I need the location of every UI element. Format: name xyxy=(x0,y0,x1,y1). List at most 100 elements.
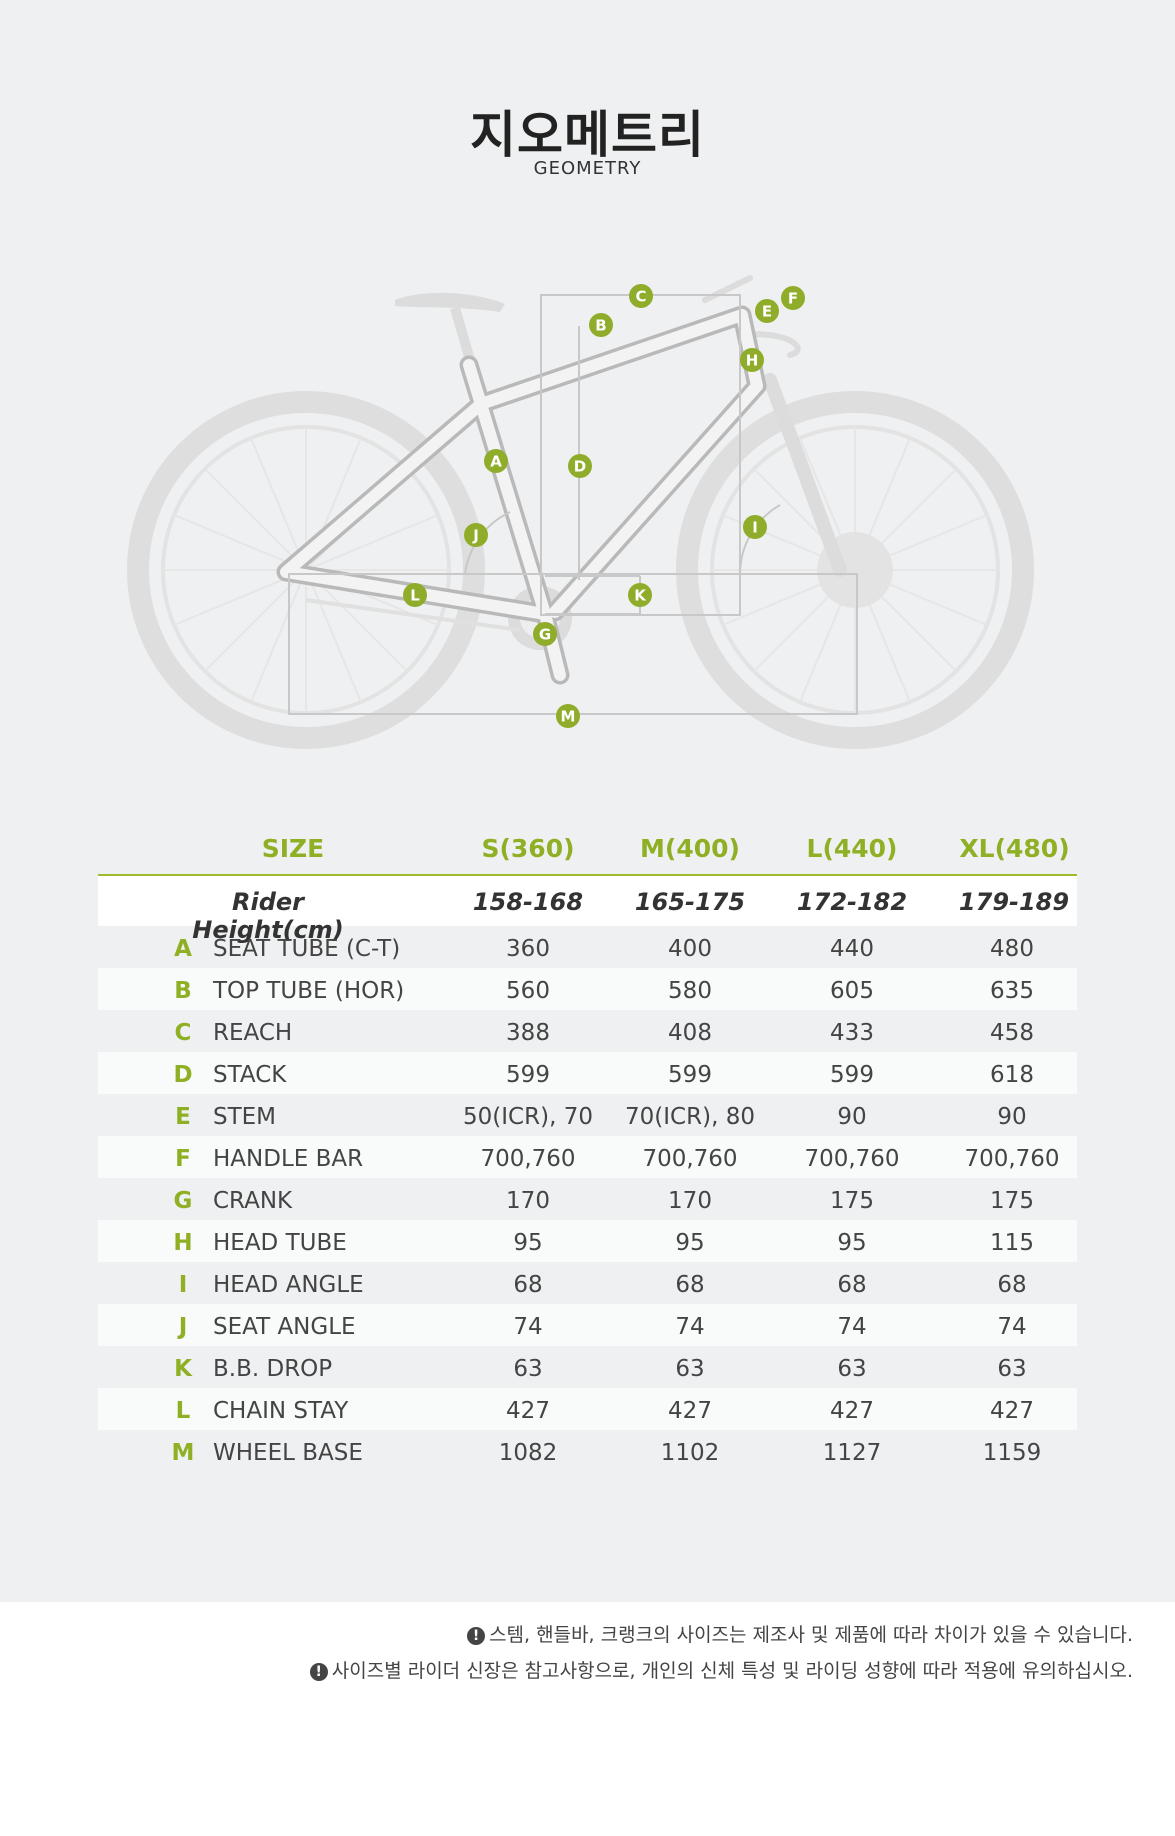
row-value: 427 xyxy=(990,1398,1034,1424)
table-row: F HANDLE BAR 700,760 700,760 700,760 700,760 xyxy=(98,1136,1077,1178)
row-label: SEAT TUBE (C-T) xyxy=(213,936,401,962)
table-body: A SEAT TUBE (C-T) 360 400 440 480 B TOP TUBE (H… xyxy=(98,926,1077,1472)
rider-height-xl: 179-189 xyxy=(958,888,1070,916)
row-value: 95 xyxy=(675,1230,705,1256)
marker-j: J xyxy=(464,523,488,547)
marker-dot xyxy=(743,515,767,539)
row-value: 1127 xyxy=(822,1440,882,1466)
table-row: K B.B. DROP 63 63 63 63 xyxy=(98,1346,1077,1388)
row-value: 175 xyxy=(990,1188,1034,1214)
size-header: SIZE xyxy=(261,834,325,863)
table-row: M WHEEL BASE 1082 1102 1127 1159 xyxy=(98,1430,1077,1472)
marker-dot xyxy=(628,583,652,607)
row-value: 50(ICR), 70 xyxy=(463,1104,593,1130)
table-row: I HEAD ANGLE 68 68 68 68 xyxy=(98,1262,1077,1304)
exclamation-circle-icon: ! xyxy=(309,1663,328,1681)
table-row: D STACK 599 599 599 618 xyxy=(98,1052,1077,1094)
marker-dot xyxy=(533,622,557,646)
row-label: STACK xyxy=(213,1062,287,1088)
row-letter: A xyxy=(174,936,192,962)
marker-i: I xyxy=(743,515,767,539)
row-value: 63 xyxy=(675,1356,705,1382)
row-value: 68 xyxy=(513,1272,543,1298)
row-letter: F xyxy=(175,1146,191,1172)
row-letter: M xyxy=(171,1440,195,1466)
row-value: 599 xyxy=(506,1062,550,1088)
row-value: 175 xyxy=(830,1188,874,1214)
marker-label: H xyxy=(746,352,759,370)
marker-dot xyxy=(781,286,805,310)
row-value: 560 xyxy=(506,978,550,1004)
row-letter: J xyxy=(178,1314,188,1340)
table-row: C REACH 388 408 433 458 xyxy=(98,1010,1077,1052)
row-label: WHEEL BASE xyxy=(213,1440,363,1466)
row-value: 605 xyxy=(830,978,874,1004)
row-value: 68 xyxy=(997,1272,1027,1298)
marker-dot xyxy=(484,449,508,473)
row-value: 170 xyxy=(668,1188,712,1214)
row-value: 74 xyxy=(997,1314,1027,1340)
row-value: 70(ICR), 80 xyxy=(625,1104,755,1130)
footnote-text: 스템, 핸들바, 크랭크의 사이즈는 제조사 및 제품에 따라 차이가 있을 수… xyxy=(489,1624,1133,1646)
table-row: H HEAD TUBE 95 95 95 115 xyxy=(98,1220,1077,1262)
row-letter: C xyxy=(174,1020,192,1046)
marker-label: F xyxy=(788,290,798,308)
row-value: 95 xyxy=(837,1230,867,1256)
row-value: 1159 xyxy=(982,1440,1042,1466)
marker-b: B xyxy=(589,313,613,337)
marker-e: E xyxy=(755,299,779,323)
row-value: 427 xyxy=(506,1398,550,1424)
marker-dot xyxy=(568,454,592,478)
table-row: A SEAT TUBE (C-T) 360 400 440 480 xyxy=(98,926,1077,968)
size-header-xl: XL(480) xyxy=(959,834,1070,863)
row-label: CRANK xyxy=(213,1188,293,1214)
row-label: HEAD TUBE xyxy=(213,1230,347,1256)
row-value: 90 xyxy=(837,1104,867,1130)
row-value: 480 xyxy=(990,936,1034,962)
rider-height-row: Rider Height(cm) 158-168 165-175 172-182… xyxy=(98,876,1077,944)
marker-label: B xyxy=(595,317,606,335)
marker-h: H xyxy=(740,348,764,372)
row-label: HANDLE BAR xyxy=(213,1146,364,1172)
row-value: 74 xyxy=(837,1314,867,1340)
table-row: J SEAT ANGLE 74 74 74 74 xyxy=(98,1304,1077,1346)
rider-height-m: 165-175 xyxy=(634,888,746,916)
marker-label: L xyxy=(410,587,420,605)
marker-label: D xyxy=(574,458,586,476)
row-value: 68 xyxy=(675,1272,705,1298)
row-label: SEAT ANGLE xyxy=(213,1314,356,1340)
marker-dot xyxy=(589,313,613,337)
row-value: 68 xyxy=(837,1272,867,1298)
marker-label: C xyxy=(635,288,646,306)
rider-height-label: Rider Height(cm) xyxy=(192,888,344,944)
footnote: ! 사이즈별 라이더 신장은 참고사항으로, 개인의 신체 특성 및 라이딩 성향… xyxy=(309,1653,1133,1689)
marker-dot xyxy=(464,523,488,547)
table-row: B TOP TUBE (HOR) 560 580 605 635 xyxy=(98,968,1077,1010)
marker-label: E xyxy=(762,303,772,321)
row-value: 90 xyxy=(997,1104,1027,1130)
row-letter: K xyxy=(174,1356,192,1382)
row-value: 458 xyxy=(990,1020,1034,1046)
marker-label: A xyxy=(490,453,502,471)
geometry-table: SIZE S(360) M(400) L(440) XL(480) Rider … xyxy=(98,820,1077,1472)
row-letter: L xyxy=(175,1398,191,1424)
row-value: 1102 xyxy=(660,1440,720,1466)
bike-geometry-diagram: A B C D EF G H I J K L M xyxy=(127,275,1034,749)
row-value: 700,760 xyxy=(964,1146,1060,1172)
rider-height-l: 172-182 xyxy=(796,888,908,916)
marker-dot xyxy=(556,704,580,728)
row-value: 427 xyxy=(830,1398,874,1424)
front-wheel xyxy=(676,391,1034,749)
row-label: TOP TUBE (HOR) xyxy=(213,978,405,1004)
marker-label: J xyxy=(472,527,479,545)
row-value: 440 xyxy=(830,936,874,962)
marker-label: K xyxy=(634,587,647,605)
row-label: STEM xyxy=(213,1104,277,1130)
row-value: 63 xyxy=(997,1356,1027,1382)
footnotes: ! 스템, 핸들바, 크랭크의 사이즈는 제조사 및 제품에 따라 차이가 있을 … xyxy=(309,1617,1133,1689)
row-value: 388 xyxy=(506,1020,550,1046)
saddle xyxy=(395,292,505,362)
row-value: 427 xyxy=(668,1398,712,1424)
row-letter: E xyxy=(175,1104,191,1130)
row-label: CHAIN STAY xyxy=(213,1398,349,1424)
